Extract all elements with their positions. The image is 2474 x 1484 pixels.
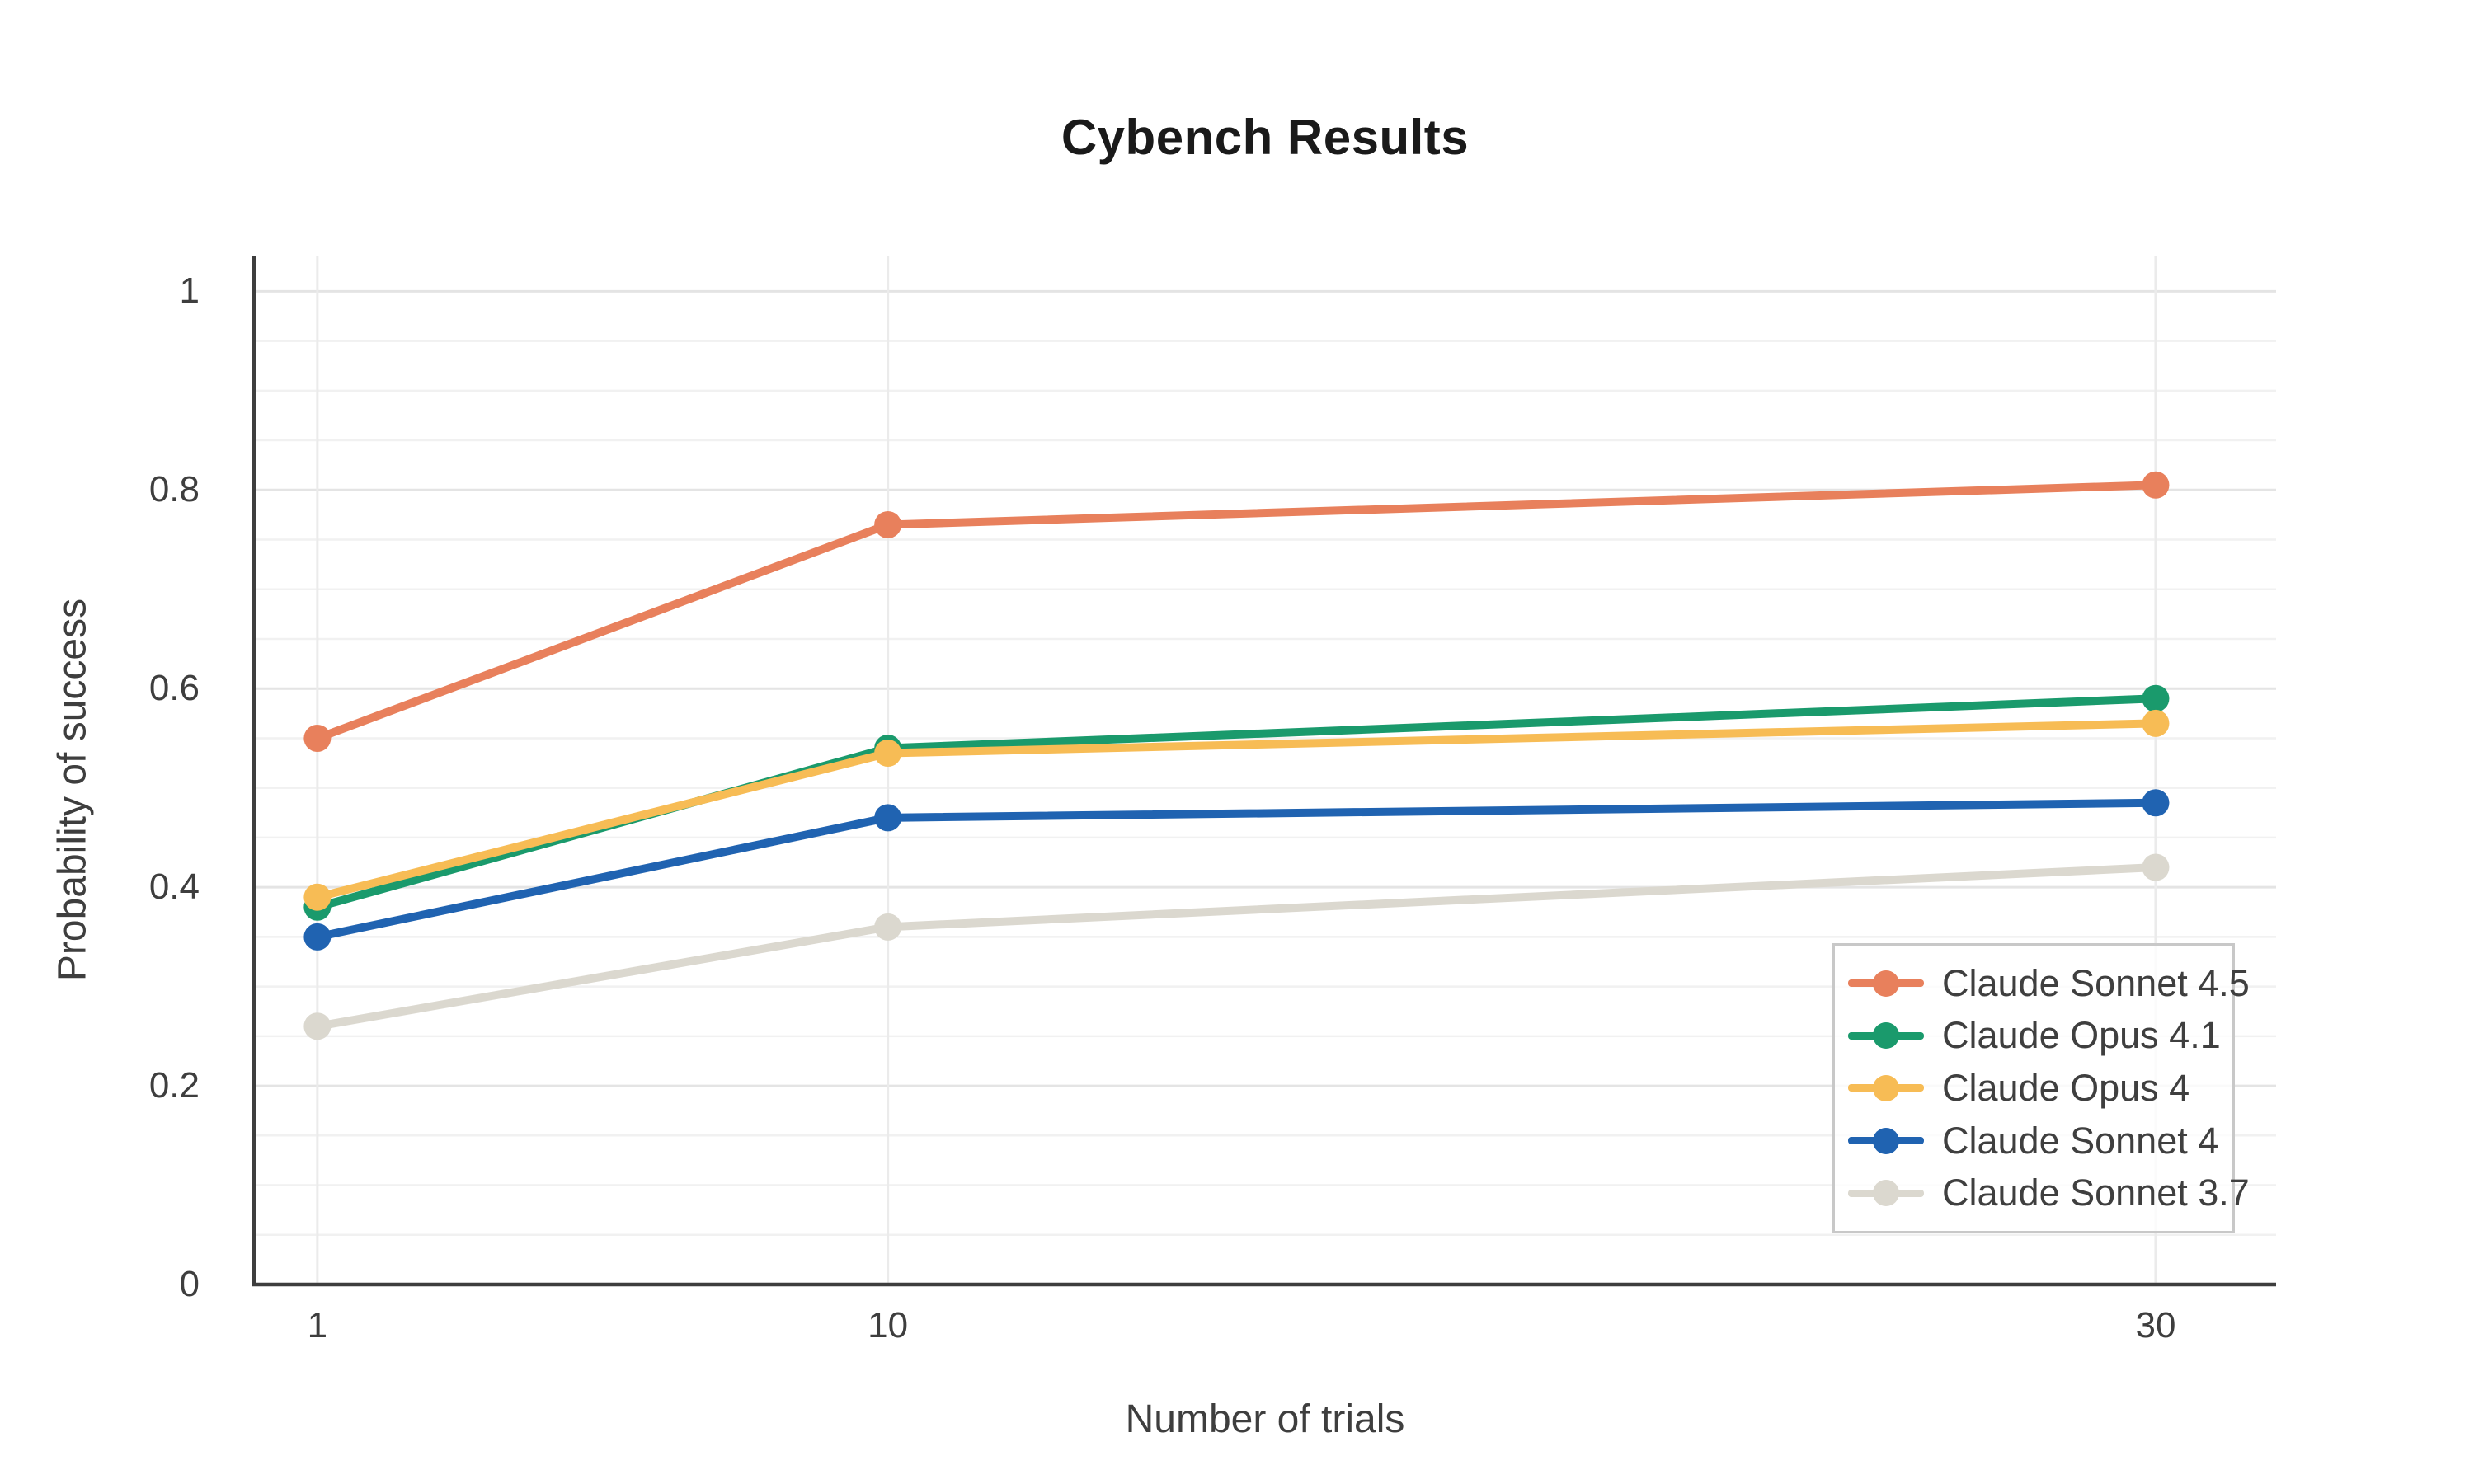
legend-item-claude-sonnet-4: Claude Sonnet 4 — [1848, 1116, 2224, 1166]
y-tick-label-0: 0 — [179, 1264, 200, 1304]
x-tick-label-10: 10 — [868, 1305, 909, 1345]
series-line-claude-sonnet-4-5 — [313, 481, 2160, 743]
data-point-claude-opus-4-trial-30 — [2142, 709, 2170, 737]
data-point-claude-sonnet-3-7-trial-10 — [874, 913, 902, 941]
data-point-claude-sonnet-3-7-trial-1 — [303, 1012, 332, 1040]
x-tick-label-30: 30 — [2135, 1305, 2176, 1345]
y-axis-label: Probability of success — [50, 598, 95, 982]
legend-marker-dot — [1873, 1074, 1899, 1101]
data-point-claude-opus-4-1-trial-30 — [2142, 684, 2170, 712]
data-point-claude-sonnet-3-7-trial-30 — [2142, 853, 2170, 881]
legend-marker-dot — [1873, 1022, 1899, 1050]
legend-marker-line — [1848, 1022, 1924, 1050]
y-tick-label-0-4: 0.4 — [148, 866, 200, 908]
data-point-claude-sonnet-4-5-trial-10 — [874, 510, 902, 538]
legend-marker-line — [1848, 1127, 1924, 1154]
chart-title: Cybench Results — [1061, 110, 1470, 165]
x-tick-label-1: 1 — [307, 1305, 328, 1345]
legend-marker-line — [1848, 1180, 1924, 1207]
legend-label: Claude Sonnet 4 — [1942, 1119, 2219, 1162]
legend-label: Claude Opus 4.1 — [1942, 1014, 2221, 1057]
y-tick-label-0-2: 0.2 — [148, 1065, 200, 1106]
legend-marker-dot — [1873, 970, 1899, 997]
legend-label: Claude Sonnet 4.5 — [1942, 961, 2250, 1004]
legend-label: Claude Sonnet 3.7 — [1942, 1172, 2250, 1214]
data-point-claude-sonnet-4-5-trial-1 — [303, 724, 332, 752]
data-point-claude-opus-4-trial-10 — [874, 740, 902, 768]
legend-marker-line — [1848, 1074, 1924, 1101]
legend: Claude Sonnet 4.5 Claude Opus 4.1 Claude O… — [1832, 943, 2250, 1233]
data-point-claude-sonnet-4-5-trial-30 — [2142, 471, 2170, 499]
x-axis-label: Number of trials — [1125, 1397, 1405, 1441]
data-point-claude-sonnet-4-trial-1 — [303, 923, 332, 951]
y-tick-label-1: 1 — [179, 270, 200, 312]
legend-item-claude-opus-4-1: Claude Opus 4.1 — [1848, 1011, 2224, 1060]
series-line-claude-sonnet-4 — [313, 798, 2160, 942]
legend-item-claude-sonnet-3-7: Claude Sonnet 3.7 — [1848, 1168, 2250, 1218]
legend-item-claude-opus-4: Claude Opus 4 — [1848, 1064, 2224, 1113]
y-tick-label-0-6: 0.6 — [148, 668, 200, 709]
legend-item-claude-sonnet-4-5: Claude Sonnet 4.5 — [1848, 959, 2250, 1008]
data-point-claude-sonnet-4-trial-30 — [2142, 789, 2170, 817]
data-point-claude-opus-4-trial-1 — [303, 883, 332, 911]
data-point-claude-sonnet-4-trial-10 — [874, 804, 902, 832]
legend-marker-dot — [1873, 1127, 1899, 1154]
legend-marker-line — [1848, 970, 1924, 997]
y-tick-label-0-8: 0.8 — [148, 469, 200, 510]
legend-marker-dot — [1873, 1180, 1899, 1207]
legend-label: Claude Opus 4 — [1942, 1066, 2190, 1109]
